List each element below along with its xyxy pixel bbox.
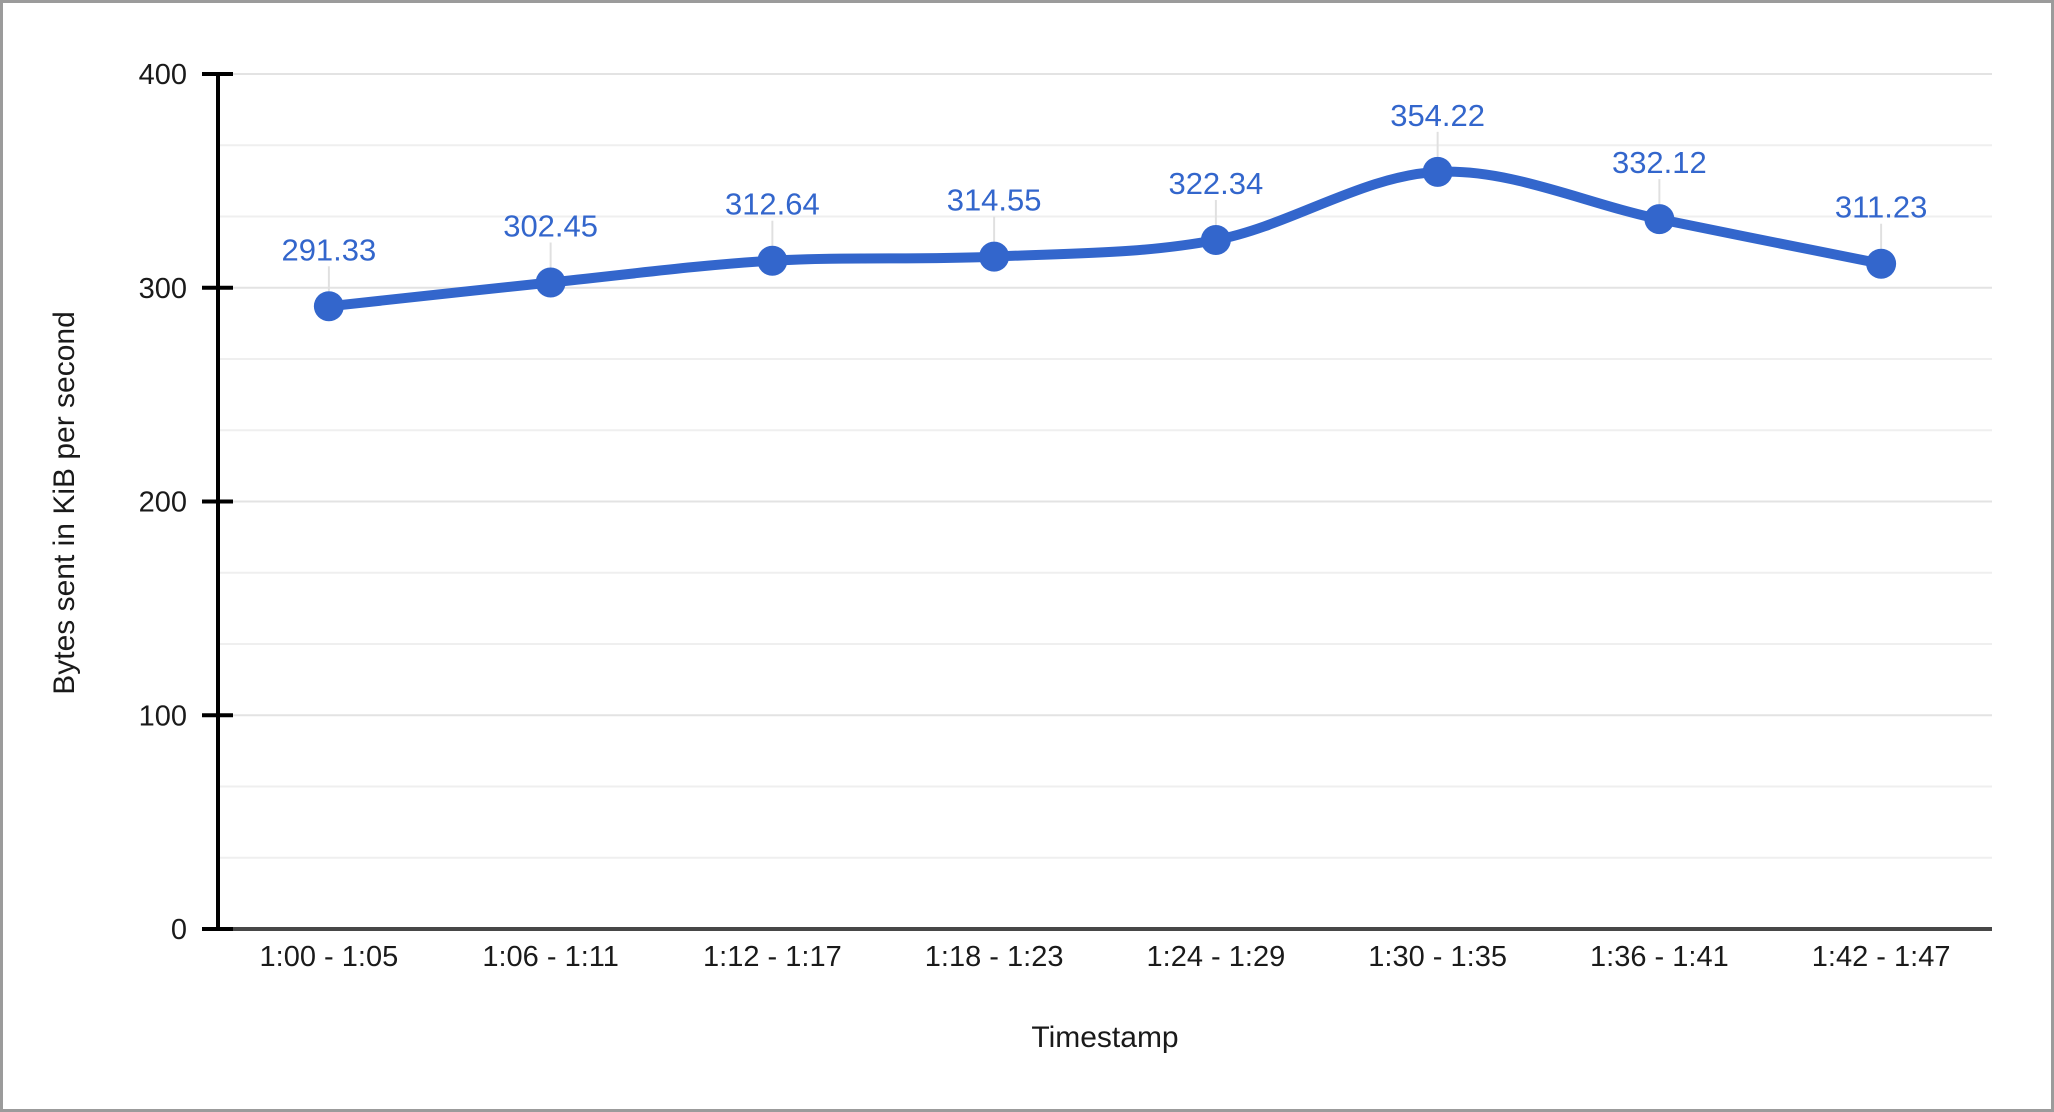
x-tick-label: 1:30 - 1:35: [1368, 941, 1507, 973]
data-point[interactable]: [757, 245, 788, 276]
y-tick-label: 100: [139, 700, 187, 732]
data-label: 311.23: [1835, 190, 1928, 225]
data-label: 312.64: [725, 187, 820, 222]
x-axis-title: Timestamp: [1031, 1021, 1179, 1054]
data-label: 332.12: [1612, 145, 1707, 180]
chart-plot-area: 0 100 200 300 400 1:00 - 1:05 1:06 - 1:11 1:12 …: [139, 59, 1992, 973]
x-tick-label: 1:36 - 1:41: [1590, 941, 1729, 973]
y-tick-label: 400: [139, 59, 187, 91]
x-tick-label: 1:00 - 1:05: [260, 941, 399, 973]
data-point[interactable]: [1644, 204, 1675, 235]
x-tick-label: 1:18 - 1:23: [925, 941, 1064, 973]
x-tick-label: 1:12 - 1:17: [703, 941, 842, 973]
data-label: 354.22: [1390, 98, 1485, 133]
data-point[interactable]: [1422, 156, 1453, 187]
data-label: 322.34: [1168, 166, 1263, 201]
y-tick-label: 200: [139, 487, 187, 519]
y-tick-label: 0: [171, 914, 187, 946]
y-tick-label: 300: [139, 273, 187, 305]
data-point[interactable]: [1866, 248, 1897, 279]
data-label: 302.45: [503, 209, 598, 244]
data-point[interactable]: [535, 267, 566, 298]
data-label: 314.55: [947, 183, 1042, 218]
data-point[interactable]: [979, 241, 1010, 272]
x-tick-label: 1:42 - 1:47: [1812, 941, 1951, 973]
x-tick-label: 1:06 - 1:11: [482, 941, 619, 973]
series-line: [323, 166, 1887, 312]
data-point[interactable]: [313, 291, 344, 322]
x-tick-label: 1:24 - 1:29: [1147, 941, 1286, 973]
y-axis-title: Bytes sent in KiB per second: [48, 311, 81, 695]
data-point[interactable]: [1200, 224, 1231, 255]
data-label: 291.33: [281, 232, 376, 267]
